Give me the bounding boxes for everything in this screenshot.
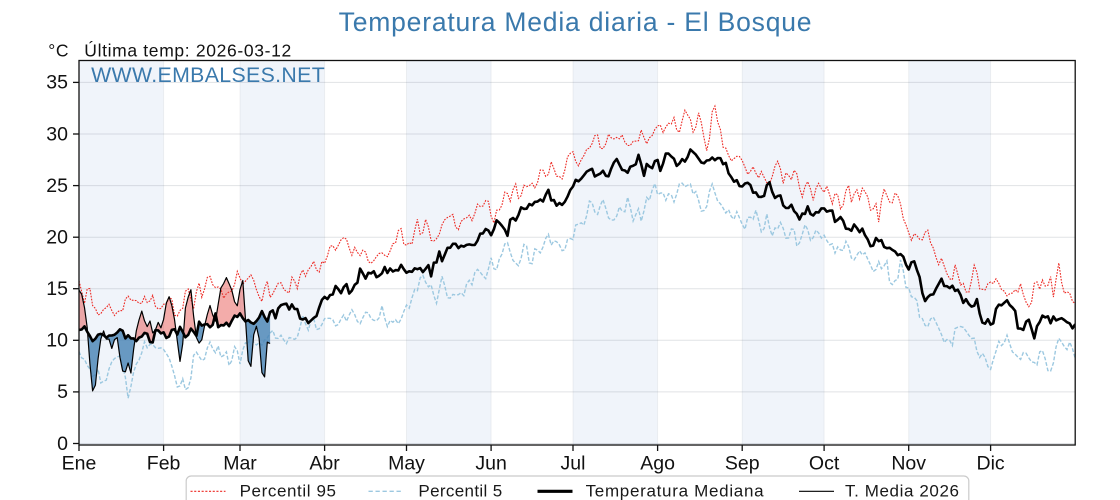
svg-text:25: 25 xyxy=(46,175,68,197)
svg-text:WWW.EMBALSES.NET: WWW.EMBALSES.NET xyxy=(91,63,325,87)
svg-text:May: May xyxy=(388,452,425,474)
svg-text:35: 35 xyxy=(46,72,68,94)
svg-text:Ago: Ago xyxy=(640,452,675,474)
svg-text:Jul: Jul xyxy=(561,452,586,474)
svg-text:°C: °C xyxy=(48,41,69,61)
svg-text:10: 10 xyxy=(46,330,68,352)
svg-text:Feb: Feb xyxy=(147,452,181,474)
svg-text:Sep: Sep xyxy=(725,452,760,474)
svg-text:Percentil 95: Percentil 95 xyxy=(240,481,337,500)
svg-text:15: 15 xyxy=(46,278,68,300)
svg-text:Última temp: 2026-03-12: Última temp: 2026-03-12 xyxy=(84,40,292,61)
svg-text:20: 20 xyxy=(46,227,68,249)
svg-text:Jun: Jun xyxy=(475,452,506,474)
svg-text:0: 0 xyxy=(57,433,68,455)
svg-text:Dic: Dic xyxy=(977,452,1005,474)
svg-text:Mar: Mar xyxy=(223,452,257,474)
svg-text:Percentil 5: Percentil 5 xyxy=(418,481,502,500)
svg-text:Temperatura Media diaria - El: Temperatura Media diaria - El Bosque xyxy=(339,7,813,37)
svg-text:5: 5 xyxy=(57,381,68,403)
svg-text:Oct: Oct xyxy=(809,452,840,474)
svg-text:Ene: Ene xyxy=(62,452,97,474)
svg-text:Abr: Abr xyxy=(309,452,340,474)
svg-text:Nov: Nov xyxy=(891,452,926,474)
svg-text:30: 30 xyxy=(46,123,68,145)
svg-text:Temperatura Mediana: Temperatura Mediana xyxy=(586,481,765,500)
svg-text:T. Media 2026: T. Media 2026 xyxy=(845,481,960,500)
